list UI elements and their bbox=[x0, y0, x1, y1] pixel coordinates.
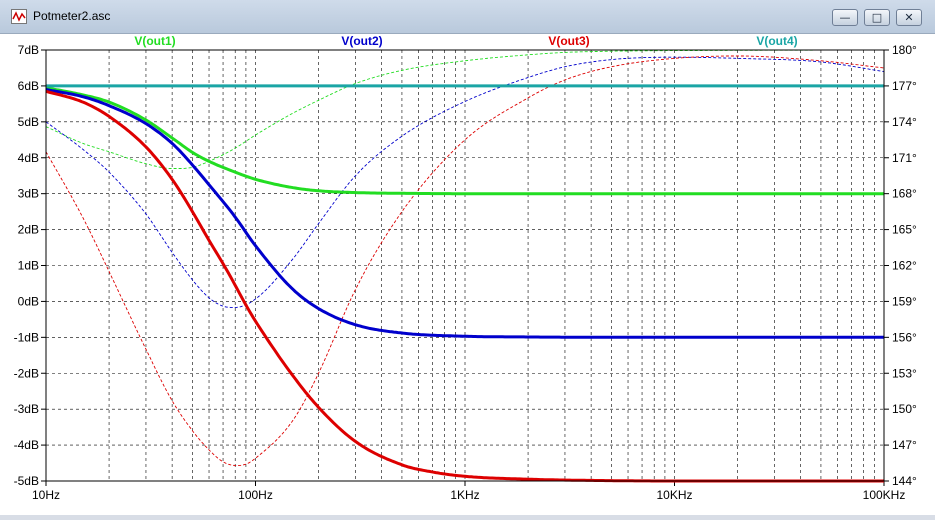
minimize-button[interactable]: — bbox=[832, 9, 858, 26]
y-tick-label: 1dB bbox=[18, 259, 39, 273]
close-button[interactable]: ✕ bbox=[896, 9, 922, 26]
y-tick-label: -1dB bbox=[14, 330, 39, 344]
phase-tick-label: 144° bbox=[892, 474, 917, 488]
phase-traces-layer bbox=[45, 49, 885, 466]
phase-tick-label: 147° bbox=[892, 438, 917, 452]
y-tick-label: -5dB bbox=[14, 474, 39, 488]
magnitude-trace-vout1 bbox=[45, 86, 884, 196]
phase-tick-label: 174° bbox=[892, 115, 917, 129]
phase-tick-label: 180° bbox=[892, 43, 917, 57]
y-tick-label: -3dB bbox=[14, 402, 39, 416]
waveform-app-icon bbox=[11, 9, 27, 24]
phase-tick-label: 168° bbox=[892, 187, 917, 201]
phase-tick-label: 177° bbox=[892, 79, 917, 93]
x-tick-label: 100KHz bbox=[863, 488, 906, 502]
x-tick-label: 100Hz bbox=[238, 488, 273, 502]
magnitude-trace-vout2 bbox=[45, 88, 884, 339]
grid-layer bbox=[46, 49, 884, 482]
magnitude-traces-layer bbox=[45, 84, 884, 483]
title-bar: Potmeter2.asc — □ ✕ bbox=[0, 0, 935, 34]
phase-tick-label: 150° bbox=[892, 402, 917, 416]
y-tick-label: 4dB bbox=[18, 151, 39, 165]
y-tick-label: 7dB bbox=[18, 43, 39, 57]
legend-layer[interactable]: V(out1) V(out2) V(out3) V(out4) bbox=[134, 34, 797, 48]
y-tick-label: 5dB bbox=[18, 115, 39, 129]
x-tick-label: 10KHz bbox=[656, 488, 692, 502]
phase-tick-label: 165° bbox=[892, 223, 917, 237]
axis-labels-layer: -5dB -4dB -3dB -2dB -1dB 0dB 1dB 2dB 3dB 4dB 5dB 6d… bbox=[14, 43, 917, 502]
phase-trace-vout1 bbox=[45, 49, 884, 169]
phase-tick-label: 153° bbox=[892, 366, 917, 380]
phase-trace-vout2 bbox=[45, 56, 885, 308]
window-title: Potmeter2.asc bbox=[33, 9, 111, 23]
phase-tick-label: 171° bbox=[892, 151, 917, 165]
plot-pane[interactable]: -5dB -4dB -3dB -2dB -1dB 0dB 1dB 2dB 3dB 4dB 5dB 6d… bbox=[0, 34, 935, 515]
x-tick-label: 10Hz bbox=[32, 488, 60, 502]
legend-label-vout4[interactable]: V(out4) bbox=[756, 34, 797, 48]
y-tick-label: 6dB bbox=[18, 79, 39, 93]
legend-label-vout1[interactable]: V(out1) bbox=[134, 34, 175, 48]
y-tick-label: -4dB bbox=[14, 438, 39, 452]
y-tick-label: 3dB bbox=[18, 187, 39, 201]
y-tick-label: 0dB bbox=[18, 294, 39, 308]
legend-label-vout3[interactable]: V(out3) bbox=[548, 34, 589, 48]
phase-tick-label: 162° bbox=[892, 259, 917, 273]
x-tick-label: 1KHz bbox=[450, 488, 479, 502]
plot-frame bbox=[45, 49, 885, 482]
phase-tick-label: 159° bbox=[892, 294, 917, 308]
phase-tick-label: 156° bbox=[892, 330, 917, 344]
plot-frame-layer bbox=[45, 49, 885, 482]
y-tick-label: 2dB bbox=[18, 223, 39, 237]
restore-button[interactable]: □ bbox=[864, 9, 890, 26]
legend-label-vout2[interactable]: V(out2) bbox=[341, 34, 382, 48]
bode-plot[interactable]: -5dB -4dB -3dB -2dB -1dB 0dB 1dB 2dB 3dB 4dB 5dB 6d… bbox=[0, 34, 935, 515]
waveform-glyph bbox=[12, 11, 26, 22]
y-tick-label: -2dB bbox=[14, 366, 39, 380]
